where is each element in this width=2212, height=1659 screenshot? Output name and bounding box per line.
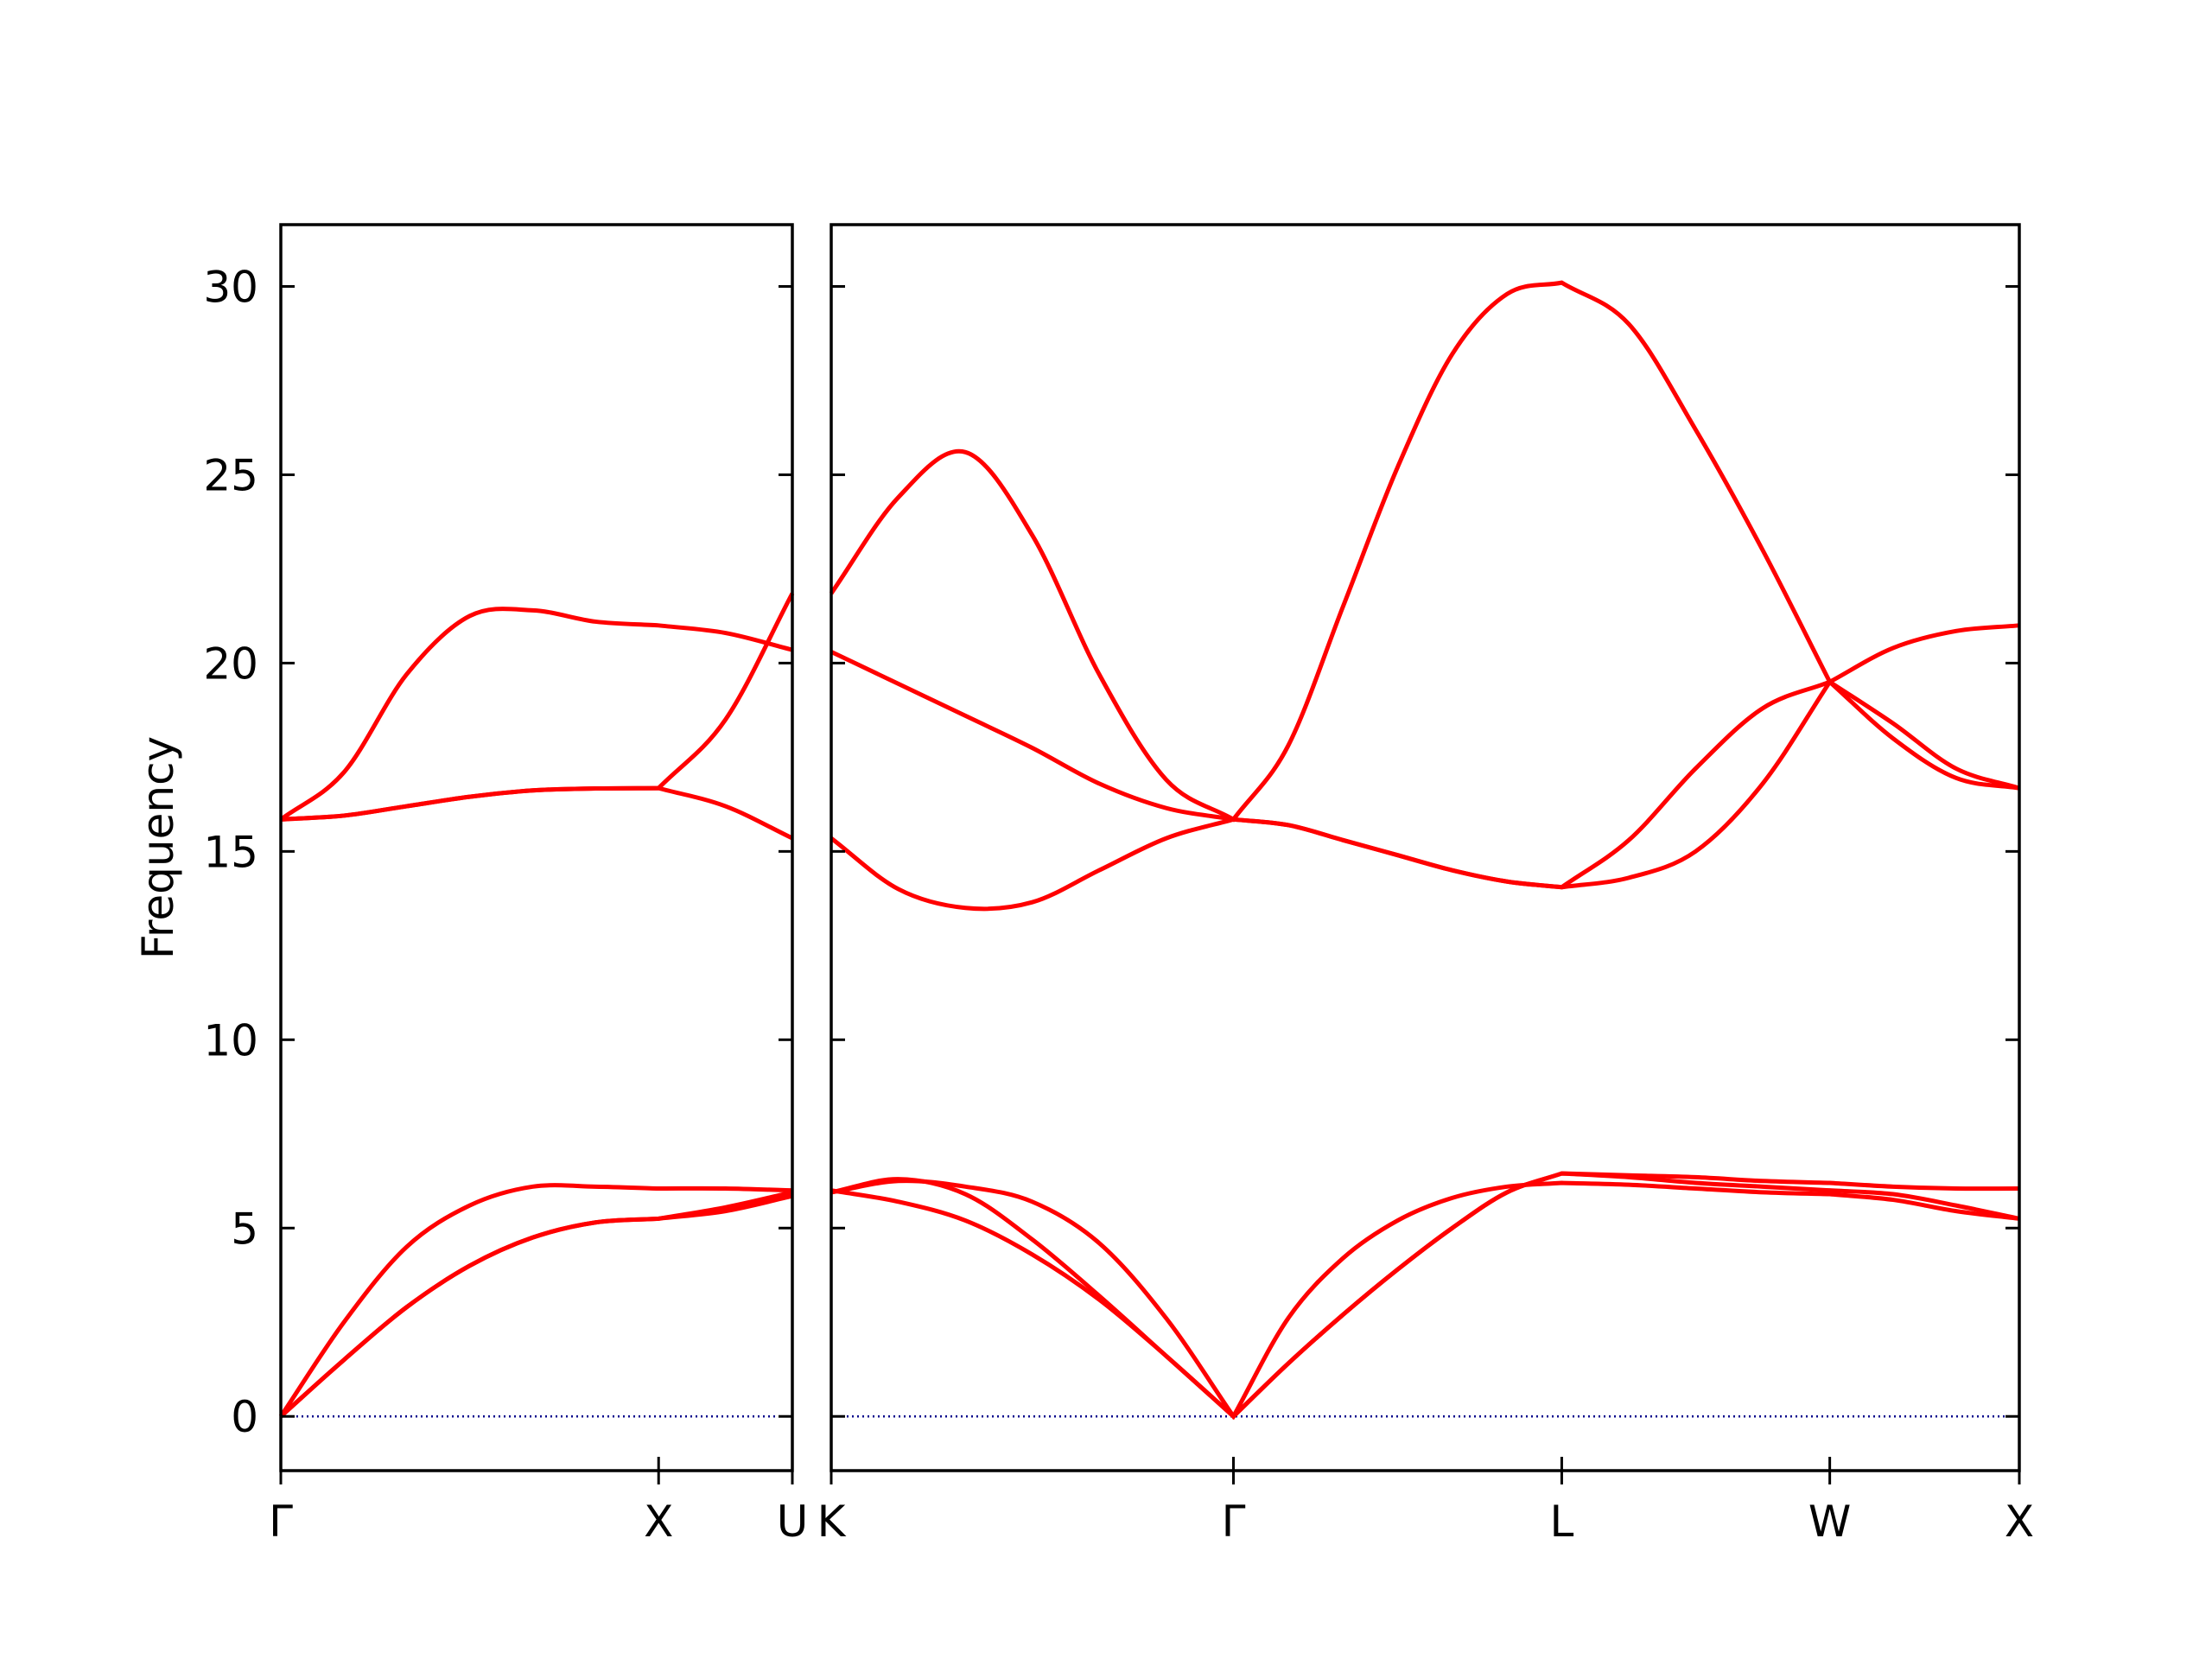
x-tick-label: Γ: [1222, 1497, 1246, 1547]
band-line: [279, 1190, 793, 1419]
band-line: [279, 607, 793, 822]
y-tick-label: 0: [231, 1392, 258, 1442]
band-line: [280, 592, 795, 822]
band-line: [830, 1171, 2020, 1421]
x-tick-label: K: [817, 1497, 847, 1547]
y-tick-label: 15: [203, 827, 258, 877]
band-line: [830, 1180, 2020, 1421]
y-axis-label: Frequency: [133, 736, 183, 959]
band-line: [278, 1183, 793, 1418]
band-line: [830, 1171, 2020, 1420]
band-line: [830, 650, 2020, 890]
x-tick-label: U: [777, 1497, 809, 1547]
y-tick-label: 20: [203, 639, 258, 689]
x-tick-label: X: [644, 1497, 673, 1547]
x-tick-label: W: [1808, 1497, 1851, 1547]
y-tick-label: 25: [203, 450, 258, 500]
y-tick-label: 30: [203, 262, 258, 312]
band-line: [829, 280, 2020, 823]
y-tick-label: 10: [203, 1015, 258, 1065]
x-tick-label: X: [2005, 1497, 2034, 1547]
band-line: [830, 678, 2020, 912]
plot-frame: [279, 223, 794, 1472]
x-tick-label: L: [1550, 1497, 1574, 1547]
y-tick-label: 5: [231, 1204, 258, 1254]
x-tick-label: Γ: [269, 1497, 293, 1547]
plot-frame: [830, 223, 2021, 1472]
